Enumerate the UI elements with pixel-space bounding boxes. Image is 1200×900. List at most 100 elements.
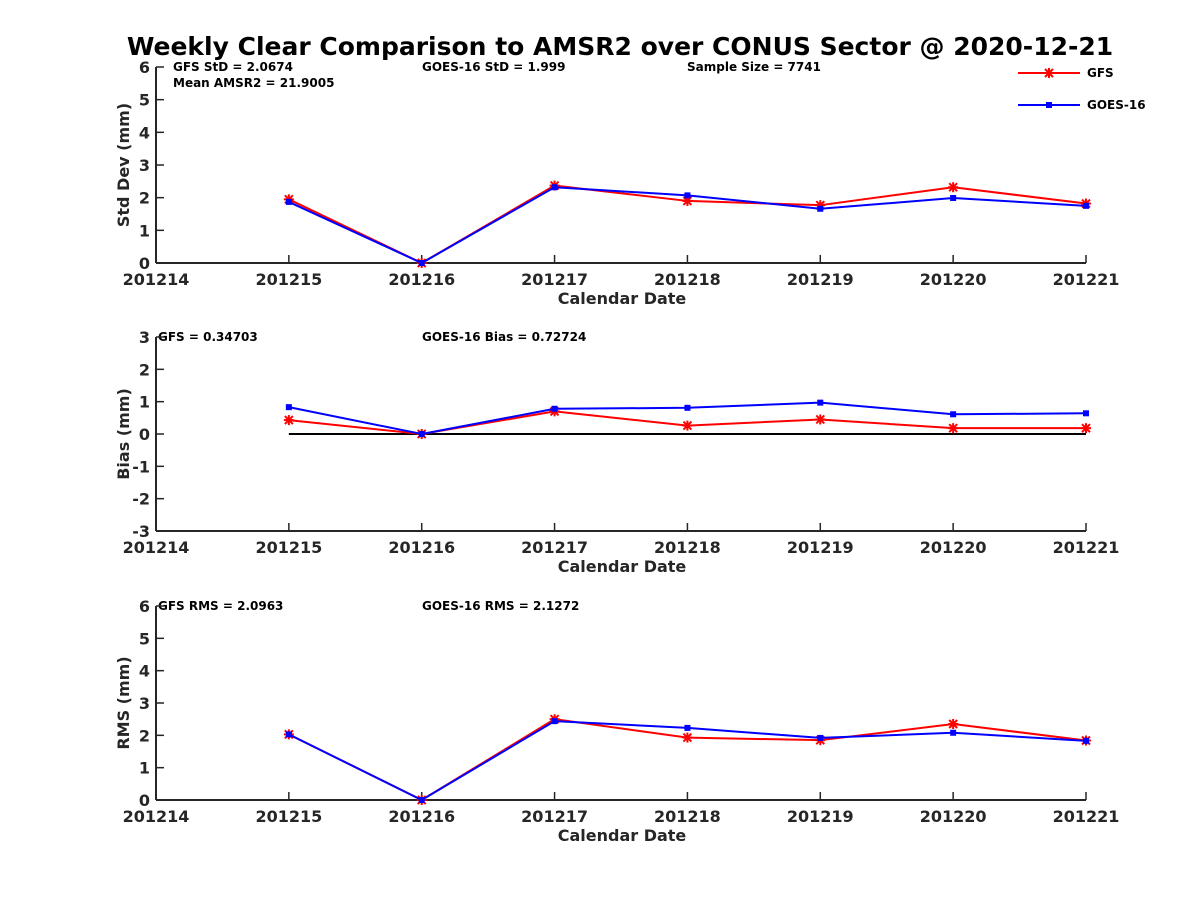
x-axis-label: Calendar Date	[558, 826, 687, 845]
goes16-point	[684, 404, 691, 411]
y-axis-label: RMS (mm)	[114, 656, 133, 749]
x-tick-label: 201214	[123, 270, 190, 289]
goes16-point	[551, 718, 558, 725]
y-tick-label: 2	[139, 726, 150, 745]
y-tick-label: 0	[139, 791, 150, 810]
goes16-rms-annotation: GOES-16 RMS = 2.1272	[422, 599, 579, 613]
legend: GFS GOES-16	[1018, 66, 1146, 112]
goes16-point	[684, 192, 691, 199]
y-tick-label: 5	[139, 629, 150, 648]
legend-gfs-marker	[1044, 68, 1054, 78]
x-tick-label: 201216	[388, 538, 455, 557]
gfs-point	[948, 182, 959, 193]
goes16-point	[950, 411, 957, 418]
y-tick-label: -3	[132, 522, 150, 541]
x-axis-label: Calendar Date	[558, 289, 687, 308]
goes16-point	[285, 731, 292, 738]
x-tick-label: 201219	[787, 807, 854, 826]
y-tick-label: 1	[139, 393, 150, 412]
goes16-bias-annotation: GOES-16 Bias = 0.72724	[422, 330, 586, 344]
gfs-point	[283, 415, 294, 426]
gfs-series-line	[288, 718, 1087, 802]
goes16-point	[418, 431, 425, 437]
gfs-point	[948, 423, 959, 434]
y-tick-label: 1	[139, 221, 150, 240]
y-tick-label: 2	[139, 360, 150, 379]
gfs-rms-annotation: GFS RMS = 2.0963	[158, 599, 283, 613]
panels: 201214 201215 201216 201217 201218 201219 2012…	[114, 58, 1119, 845]
x-axis-label: Calendar Date	[558, 557, 687, 576]
x-tick-label: 201214	[123, 538, 190, 557]
gfs-point	[1081, 423, 1091, 434]
y-tick-label: 6	[139, 597, 150, 616]
goes16-point	[285, 404, 292, 411]
goes16-point	[817, 399, 824, 406]
mean-amsr2-annotation: Mean AMSR2 = 21.9005	[173, 76, 334, 90]
x-tick-label: 201221	[1053, 538, 1120, 557]
y-tick-label: 4	[139, 662, 150, 681]
x-tick-label: 201219	[787, 538, 854, 557]
gfs-point	[682, 732, 693, 743]
y-tick-label: 3	[139, 694, 150, 713]
x-tick-label: 201215	[255, 270, 322, 289]
gfs-std-annotation: GFS StD = 2.0674	[173, 60, 293, 74]
goes16-point	[1083, 410, 1089, 417]
y-tick-label: 0	[139, 425, 150, 444]
y-tick-label: 3	[139, 328, 150, 347]
goes16-point	[285, 198, 292, 205]
y-tick-label: -1	[132, 457, 150, 476]
panel-1: 201214 201215 201216 201217 201218 201219 2012…	[114, 58, 1119, 308]
x-tick-label: 201221	[1053, 270, 1120, 289]
y-axis-label: Bias (mm)	[114, 388, 133, 480]
y-tick-label: 4	[139, 123, 150, 142]
x-tick-label: 201217	[521, 270, 588, 289]
goes16-point	[418, 797, 425, 803]
x-tick-label: 201220	[920, 538, 987, 557]
sample-size-annotation: Sample Size = 7741	[687, 60, 821, 74]
goes16-std-annotation: GOES-16 StD = 1.999	[422, 60, 565, 74]
gfs-point	[815, 414, 826, 425]
x-tick-label: 201218	[654, 807, 721, 826]
goes16-point	[817, 734, 824, 741]
y-tick-label: -2	[132, 490, 150, 509]
y-tick-label: 3	[139, 156, 150, 175]
x-tick-label: 201216	[388, 807, 455, 826]
goes16-point	[551, 184, 558, 191]
x-tick-label: 201215	[255, 807, 322, 826]
x-tick-label: 201218	[654, 538, 721, 557]
x-tick-label: 201216	[388, 270, 455, 289]
x-tick-label: 201220	[920, 270, 987, 289]
x-tick-label: 201217	[521, 807, 588, 826]
gfs-bias-annotation: GFS = 0.34703	[158, 330, 258, 344]
x-tick-label: 201221	[1053, 807, 1120, 826]
legend-goes16-label: GOES-16	[1087, 98, 1146, 112]
goes16-point	[418, 260, 425, 266]
x-tick-label: 201214	[123, 807, 190, 826]
x-tick-label: 201218	[654, 270, 721, 289]
y-tick-label: 1	[139, 759, 150, 778]
y-axis-label: Std Dev (mm)	[114, 103, 133, 227]
x-tick-label: 201219	[787, 270, 854, 289]
goes16-point	[817, 205, 824, 212]
legend-goes16-marker	[1046, 102, 1052, 108]
gfs-point	[948, 719, 959, 730]
panel-3: 201214 201215 201216 201217 201218 201219 2012…	[114, 597, 1119, 845]
goes16-point	[551, 405, 558, 412]
goes16-point	[1083, 202, 1089, 209]
gfs-point	[682, 420, 693, 431]
x-tick-label: 201220	[920, 807, 987, 826]
y-tick-label: 0	[139, 254, 150, 273]
chart-title: Weekly Clear Comparison to AMSR2 over CO…	[127, 32, 1113, 61]
y-tick-label: 5	[139, 91, 150, 110]
y-tick-label: 2	[139, 189, 150, 208]
goes16-point	[1083, 737, 1089, 744]
x-tick-label: 201217	[521, 538, 588, 557]
x-tick-label: 201215	[255, 538, 322, 557]
y-tick-label: 6	[139, 58, 150, 77]
goes16-point	[684, 724, 691, 731]
legend-gfs-label: GFS	[1087, 66, 1114, 80]
goes16-point	[950, 194, 957, 201]
goes16-point	[950, 729, 957, 736]
panel-2: 201214 201215 201216 201217 201218 201219 2012…	[114, 328, 1119, 576]
